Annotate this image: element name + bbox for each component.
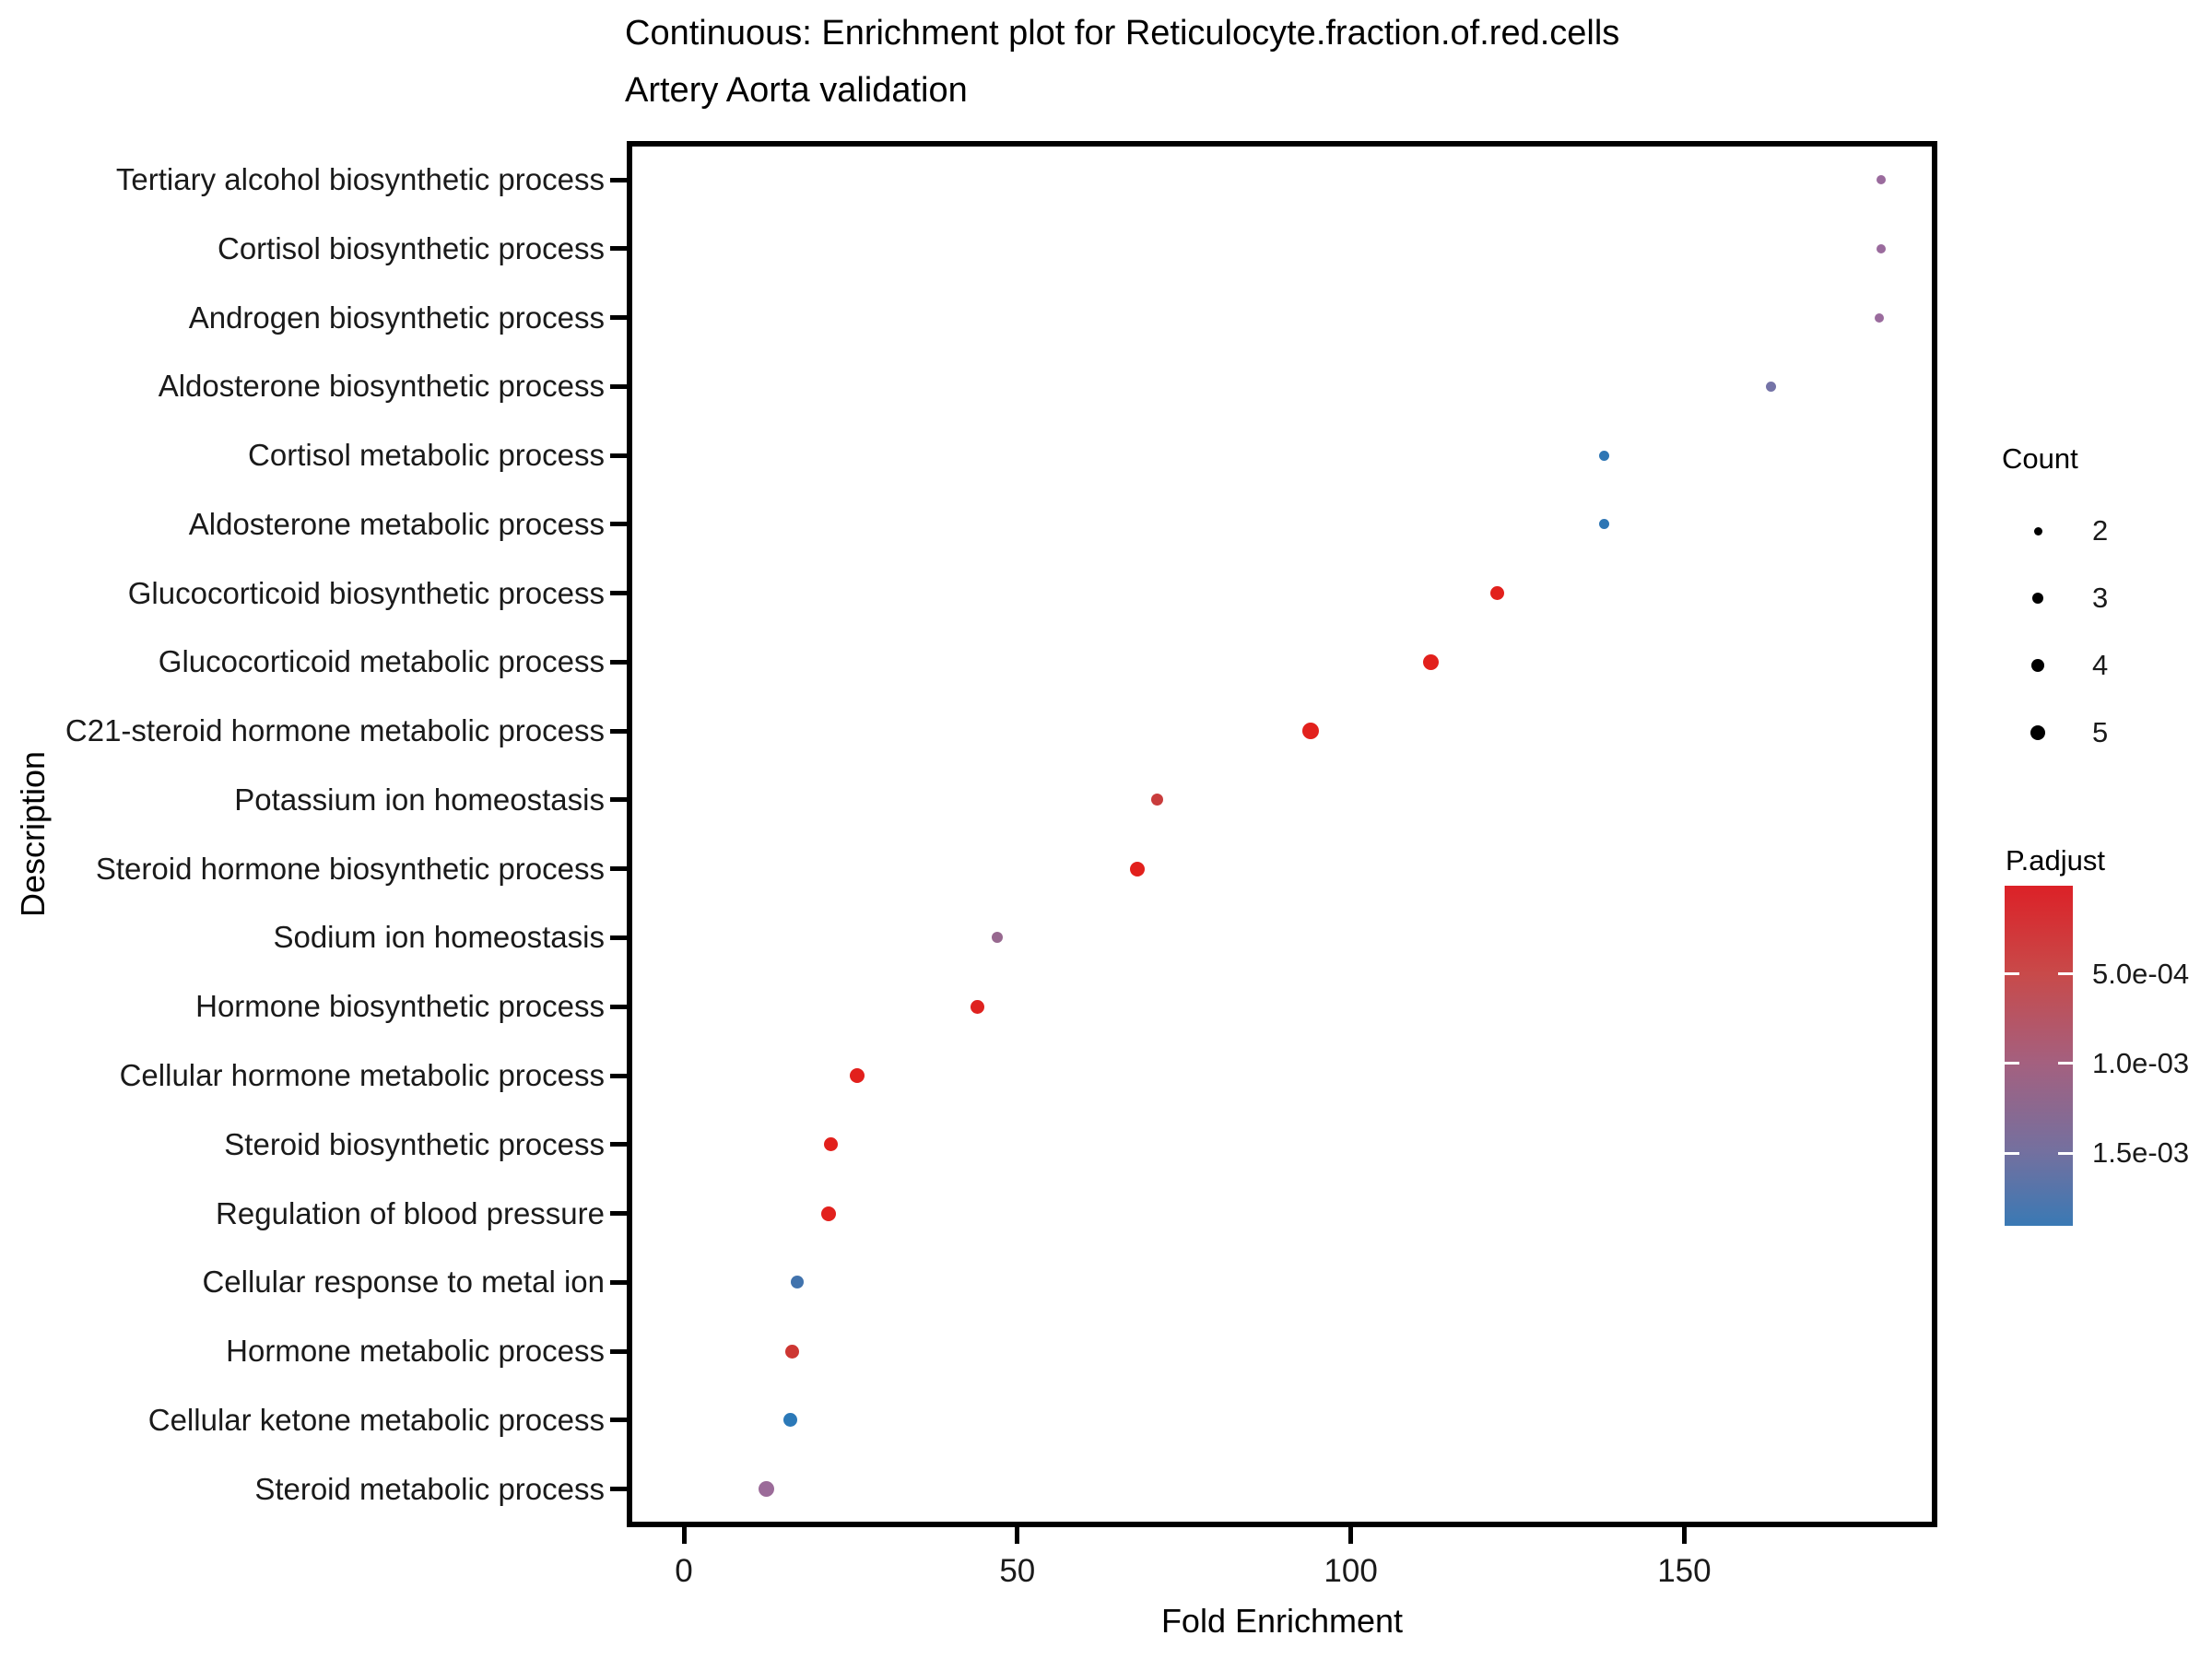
y-axis-label: Steroid metabolic process bbox=[254, 1471, 605, 1506]
y-axis-label: Aldosterone biosynthetic process bbox=[158, 369, 605, 404]
count-legend-title: Count bbox=[2002, 442, 2078, 475]
x-axis-tick bbox=[681, 1527, 687, 1544]
count-legend-dot bbox=[2033, 526, 2042, 535]
y-axis-label: Glucocorticoid biosynthetic process bbox=[127, 575, 605, 610]
y-axis-tick bbox=[610, 1142, 627, 1147]
y-axis-tick bbox=[610, 522, 627, 527]
data-point bbox=[1302, 723, 1320, 740]
data-point bbox=[821, 1206, 837, 1221]
colorbar-tick bbox=[2058, 1062, 2073, 1065]
y-axis-tick bbox=[610, 1211, 627, 1217]
y-axis-tick bbox=[610, 246, 627, 252]
count-legend-label: 4 bbox=[2092, 649, 2109, 681]
data-point bbox=[791, 1276, 804, 1289]
y-axis-tick bbox=[610, 1073, 627, 1078]
y-axis-label: C21-steroid hormone metabolic process bbox=[65, 713, 605, 748]
y-axis-label: Tertiary alcohol biosynthetic process bbox=[115, 162, 605, 196]
colorbar-tick bbox=[2005, 1062, 2019, 1065]
y-axis-label: Cortisol biosynthetic process bbox=[217, 230, 605, 265]
y-axis-label: Regulation of blood pressure bbox=[216, 1195, 605, 1230]
colorbar-tick bbox=[2058, 972, 2073, 976]
plot-panel bbox=[627, 141, 1937, 1527]
data-point bbox=[1130, 861, 1146, 877]
y-axis-label: Cellular hormone metabolic process bbox=[119, 1058, 605, 1092]
y-axis-tick bbox=[610, 866, 627, 872]
y-axis-tick bbox=[610, 177, 627, 182]
padjust-legend-title: P.adjust bbox=[2006, 844, 2106, 877]
count-legend-dot bbox=[2031, 659, 2044, 672]
y-axis-label: Cortisol metabolic process bbox=[248, 438, 605, 473]
y-axis-tick bbox=[610, 935, 627, 940]
y-axis-tick bbox=[610, 1348, 627, 1354]
data-point bbox=[1599, 519, 1610, 530]
y-axis-tick bbox=[610, 591, 627, 596]
x-axis-title: Fold Enrichment bbox=[1160, 1602, 1404, 1640]
data-point bbox=[1875, 312, 1885, 323]
data-point bbox=[1422, 653, 1439, 670]
chart-title: Continuous: Enrichment plot for Reticulo… bbox=[625, 14, 1620, 53]
y-axis-tick bbox=[610, 453, 627, 458]
data-point bbox=[823, 1137, 838, 1152]
x-axis-tick-label: 100 bbox=[1324, 1553, 1378, 1589]
data-point bbox=[1599, 450, 1610, 461]
data-point bbox=[1876, 243, 1886, 253]
x-axis-tick bbox=[1015, 1527, 1020, 1544]
data-point bbox=[782, 1413, 797, 1428]
data-point bbox=[1490, 586, 1505, 601]
y-axis-label: Hormone metabolic process bbox=[226, 1334, 605, 1369]
data-point bbox=[992, 932, 1004, 944]
y-axis-tick bbox=[610, 1418, 627, 1423]
y-axis-tick bbox=[610, 797, 627, 803]
y-axis-label: Potassium ion homeostasis bbox=[234, 782, 605, 817]
colorbar-tick bbox=[2058, 1151, 2073, 1155]
colorbar-tick-label: 1.0e-03 bbox=[2092, 1046, 2190, 1079]
count-legend-label: 5 bbox=[2092, 716, 2109, 748]
chart-subtitle: Artery Aorta validation bbox=[625, 71, 968, 110]
y-axis-label: Steroid biosynthetic process bbox=[224, 1126, 605, 1161]
x-axis-tick-label: 150 bbox=[1657, 1553, 1712, 1589]
x-axis-tick-label: 50 bbox=[999, 1553, 1036, 1589]
colorbar-tick-label: 1.5e-03 bbox=[2092, 1136, 2190, 1170]
x-axis-tick bbox=[1348, 1527, 1354, 1544]
data-point bbox=[1765, 381, 1776, 392]
y-axis-label: Steroid hormone biosynthetic process bbox=[95, 851, 605, 886]
data-point bbox=[784, 1344, 799, 1359]
y-axis-label: Sodium ion homeostasis bbox=[273, 920, 605, 955]
count-legend-dot bbox=[2030, 725, 2045, 740]
y-axis-label: Glucocorticoid metabolic process bbox=[158, 644, 605, 679]
data-point bbox=[1151, 794, 1164, 806]
padjust-colorbar bbox=[2005, 886, 2073, 1226]
colorbar-tick bbox=[2005, 972, 2019, 976]
data-point bbox=[850, 1068, 865, 1083]
data-point bbox=[1876, 175, 1886, 184]
y-axis-label: Aldosterone metabolic process bbox=[188, 506, 605, 541]
y-axis-tick bbox=[610, 1487, 627, 1492]
y-axis-label: Androgen biosynthetic process bbox=[188, 300, 605, 335]
count-legend-label: 3 bbox=[2092, 582, 2109, 614]
colorbar-tick bbox=[2005, 1151, 2019, 1155]
y-axis-tick bbox=[610, 1279, 627, 1285]
y-axis-label: Cellular response to metal ion bbox=[202, 1265, 605, 1300]
y-axis-label: Hormone biosynthetic process bbox=[195, 989, 605, 1024]
data-point bbox=[970, 999, 984, 1014]
y-axis-tick bbox=[610, 659, 627, 665]
x-axis-tick-label: 0 bbox=[675, 1553, 693, 1589]
count-legend-label: 2 bbox=[2092, 514, 2109, 547]
y-axis-tick bbox=[610, 383, 627, 389]
y-axis-tick bbox=[610, 315, 627, 321]
count-legend-dot bbox=[2031, 592, 2044, 605]
colorbar-tick-label: 5.0e-04 bbox=[2092, 957, 2190, 990]
y-axis-tick bbox=[610, 728, 627, 734]
data-point bbox=[759, 1481, 775, 1498]
x-axis-tick bbox=[1681, 1527, 1687, 1544]
y-axis-tick bbox=[610, 1004, 627, 1009]
y-axis-label: Cellular ketone metabolic process bbox=[147, 1402, 605, 1437]
